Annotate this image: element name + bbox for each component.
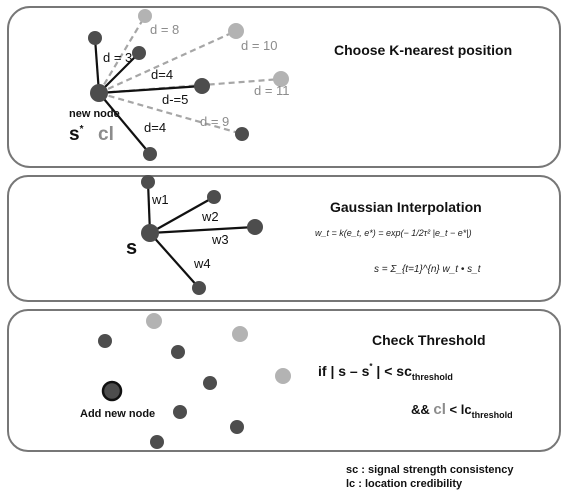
legend-lc: lc : location credibility (346, 478, 463, 490)
neighbor-node (138, 9, 152, 23)
signal-symbol: s* (69, 124, 84, 145)
weight-label: w4 (193, 256, 211, 271)
edge-label: d = 10 (241, 38, 278, 53)
legend-sc: sc : signal strength consistency (346, 464, 514, 476)
neighbor-node (228, 23, 244, 39)
center-node (141, 224, 159, 242)
neighbor-node (143, 147, 157, 161)
scattered-node (275, 368, 291, 384)
add-node-label: Add new node (80, 408, 155, 420)
edge-label: d = 3 (103, 50, 132, 65)
weight-label: w1 (151, 192, 169, 207)
edge-d10 (98, 29, 237, 95)
neighbor-node (141, 175, 155, 189)
scattered-node (230, 420, 244, 434)
edge-d5 (98, 84, 203, 95)
panel-title: Gaussian Interpolation (330, 199, 482, 215)
k-nearest-nodes (88, 9, 289, 161)
scattered-node (171, 345, 185, 359)
credibility-symbol: cl (98, 124, 114, 145)
neighbor-node (247, 219, 263, 235)
new-node-highlighted (101, 380, 123, 402)
edge-label: d-=5 (162, 92, 188, 107)
formula-sum: s = Σ_{t=1}^{n} w_t • s_t (374, 264, 482, 275)
threshold-nodes (98, 313, 291, 449)
neighbor-node (273, 71, 289, 87)
gaussian-nodes (141, 175, 263, 295)
new-node (90, 84, 108, 102)
edge-label: d = 8 (150, 22, 179, 37)
weight-edge (149, 225, 256, 235)
edge-label: d=4 (144, 120, 166, 135)
threshold-condition-2: && cl < lcthreshold (411, 401, 513, 420)
center-label: s (126, 237, 137, 259)
weight-edge (149, 196, 215, 234)
edge-d8 (98, 15, 146, 94)
neighbor-node (132, 46, 146, 60)
panel-title: Check Threshold (372, 332, 486, 348)
neighbor-node (192, 281, 206, 295)
edge-label: d = 11 (254, 83, 290, 98)
k-nearest-edges (93, 15, 282, 155)
scattered-node (150, 435, 164, 449)
scattered-node (232, 326, 248, 342)
neighbor-node (194, 78, 210, 94)
edge-d9 (98, 91, 243, 136)
panel-gaussian (7, 175, 561, 302)
k-nearest-edge-labels: d = 3 d = 8 d = 10 d=4 d = 11 d-=5 d = 9… (103, 22, 290, 135)
neighbor-node (235, 127, 249, 141)
scattered-node (173, 405, 187, 419)
panel-k-nearest (7, 6, 561, 168)
weight-label: w3 (211, 232, 229, 247)
scattered-node (146, 313, 162, 329)
new-node-label: new node (69, 108, 120, 120)
edge-d4-upper (98, 52, 140, 94)
neighbor-node (207, 190, 221, 204)
edge-d4-lower (98, 92, 151, 155)
edge-label: d=4 (151, 67, 173, 82)
weight-label: w2 (201, 209, 219, 224)
edge-label: d = 9 (200, 114, 229, 129)
scattered-node (203, 376, 217, 390)
scattered-node (98, 334, 112, 348)
weight-labels: w1 w2 w3 w4 (151, 192, 229, 271)
weight-edge (149, 232, 200, 289)
panel-title: Choose K-nearest position (334, 42, 512, 58)
formula-weight: w_t = k(e_t, e*) = exp(− 1/2τ² |e_t − e*… (315, 228, 472, 238)
edge-d3 (93, 37, 101, 94)
threshold-condition-1: if | s – s* | < scthreshold (318, 362, 453, 382)
neighbor-node (88, 31, 102, 45)
